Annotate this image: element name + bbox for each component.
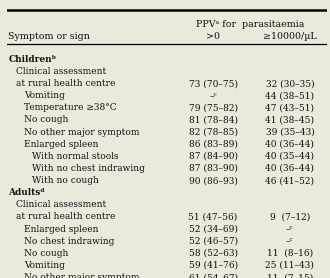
Text: Childrenᵇ: Childrenᵇ	[8, 55, 56, 64]
Text: 61 (54–67): 61 (54–67)	[188, 273, 238, 278]
Text: No other major symptom: No other major symptom	[24, 273, 140, 278]
Text: Enlarged spleen: Enlarged spleen	[24, 225, 99, 234]
Text: Temperature ≥38°C: Temperature ≥38°C	[24, 103, 117, 112]
Text: at rural health centre: at rural health centre	[16, 212, 116, 221]
Text: 25 (11–43): 25 (11–43)	[265, 261, 314, 270]
Text: Adultsᵈ: Adultsᵈ	[8, 188, 45, 197]
Text: 11  (7–15): 11 (7–15)	[267, 273, 313, 278]
Text: 87 (84–90): 87 (84–90)	[188, 152, 238, 161]
Text: >0: >0	[206, 32, 220, 41]
Text: 58 (52–63): 58 (52–63)	[188, 249, 238, 258]
Text: 44 (38–51): 44 (38–51)	[265, 91, 314, 100]
Text: 32 (30–35): 32 (30–35)	[266, 79, 314, 88]
Text: PPVᵃ for  parasitaemia: PPVᵃ for parasitaemia	[196, 20, 305, 29]
Text: 40 (36–44): 40 (36–44)	[265, 164, 314, 173]
Text: Vomiting: Vomiting	[24, 91, 65, 100]
Text: 79 (75–82): 79 (75–82)	[188, 103, 238, 112]
Text: Vomiting: Vomiting	[24, 261, 65, 270]
Text: 46 (41–52): 46 (41–52)	[265, 176, 314, 185]
Text: 11  (8–16): 11 (8–16)	[267, 249, 313, 258]
Text: No chest indrawing: No chest indrawing	[24, 237, 115, 246]
Text: 52 (34–69): 52 (34–69)	[189, 225, 238, 234]
Text: Enlarged spleen: Enlarged spleen	[24, 140, 99, 149]
Text: No cough: No cough	[24, 249, 69, 258]
Text: Symptom or sign: Symptom or sign	[8, 32, 90, 41]
Text: With normal stools: With normal stools	[32, 152, 119, 161]
Text: 59 (41–76): 59 (41–76)	[188, 261, 238, 270]
Text: 81 (78–84): 81 (78–84)	[188, 115, 238, 125]
Text: 73 (70–75): 73 (70–75)	[188, 79, 238, 88]
Text: 40 (35–44): 40 (35–44)	[265, 152, 314, 161]
Text: 41 (38–45): 41 (38–45)	[265, 115, 314, 125]
Text: Clinical assessment: Clinical assessment	[16, 67, 107, 76]
Text: With no chest indrawing: With no chest indrawing	[32, 164, 145, 173]
Text: 82 (78–85): 82 (78–85)	[188, 128, 238, 136]
Text: With no cough: With no cough	[32, 176, 99, 185]
Text: 51 (47–56): 51 (47–56)	[188, 212, 238, 221]
Text: 39 (35–43): 39 (35–43)	[266, 128, 314, 136]
Text: –ᶜ: –ᶜ	[286, 237, 294, 246]
Text: 90 (86–93): 90 (86–93)	[189, 176, 238, 185]
Text: ≥10000/µL: ≥10000/µL	[263, 32, 317, 41]
Text: 86 (83–89): 86 (83–89)	[189, 140, 238, 149]
Text: –ᶜ: –ᶜ	[209, 91, 217, 100]
Text: 9  (7–12): 9 (7–12)	[270, 212, 310, 221]
Text: No cough: No cough	[24, 115, 69, 125]
Text: No other major symptom: No other major symptom	[24, 128, 140, 136]
Text: at rural health centre: at rural health centre	[16, 79, 116, 88]
Text: 87 (83–90): 87 (83–90)	[189, 164, 238, 173]
Text: 40 (36–44): 40 (36–44)	[265, 140, 314, 149]
Text: 52 (46–57): 52 (46–57)	[188, 237, 238, 246]
Text: –ᶜ: –ᶜ	[286, 225, 294, 234]
Text: 47 (43–51): 47 (43–51)	[265, 103, 314, 112]
Text: Clinical assessment: Clinical assessment	[16, 200, 107, 209]
